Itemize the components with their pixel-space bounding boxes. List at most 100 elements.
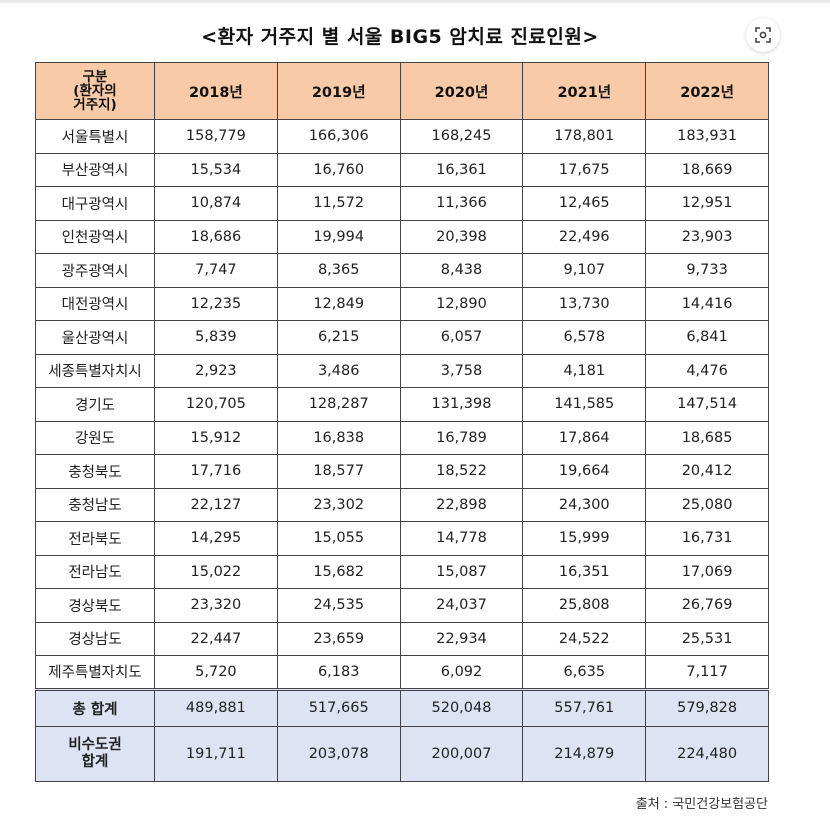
value-cell: 17,864 bbox=[522, 420, 647, 455]
region-cell: 경상남도 bbox=[35, 621, 155, 656]
value-cell: 26,769 bbox=[645, 588, 769, 623]
region-cell: 부산광역시 bbox=[35, 152, 155, 187]
table-row: 경상남도 22,447 23,659 22,934 24,522 25,531 bbox=[35, 621, 769, 656]
value-cell: 16,351 bbox=[522, 554, 647, 589]
value-cell: 489,881 bbox=[154, 687, 278, 727]
value-cell: 18,577 bbox=[276, 454, 401, 489]
value-cell: 200,007 bbox=[399, 725, 524, 782]
table-row: 대구광역시 10,874 11,572 11,366 12,465 12,951 bbox=[35, 186, 769, 221]
region-cell: 경상북도 bbox=[35, 588, 155, 623]
value-cell: 22,934 bbox=[399, 621, 524, 656]
region-cell: 서울특별시 bbox=[35, 119, 155, 154]
value-cell: 6,841 bbox=[645, 320, 769, 355]
value-cell: 14,778 bbox=[399, 521, 524, 556]
value-cell: 23,659 bbox=[276, 621, 401, 656]
value-cell: 24,037 bbox=[399, 588, 524, 623]
table-row: 충청남도 22,127 23,302 22,898 24,300 25,080 bbox=[35, 487, 769, 522]
region-cell: 제주특별자치도 bbox=[35, 655, 155, 690]
value-cell: 168,245 bbox=[399, 119, 524, 154]
region-cell: 총 합계 bbox=[35, 687, 155, 727]
nonmetro-total-row: 비수도권 합계 191,711 203,078 200,007 214,879 224,4… bbox=[35, 725, 769, 782]
value-cell: 25,808 bbox=[522, 588, 647, 623]
region-cell: 비수도권 합계 bbox=[35, 725, 155, 782]
header-year: 2021년 bbox=[522, 62, 647, 120]
value-cell: 16,838 bbox=[276, 420, 401, 455]
table-row: 광주광역시 7,747 8,365 8,438 9,107 9,733 bbox=[35, 253, 769, 288]
region-cell: 전라남도 bbox=[35, 554, 155, 589]
value-cell: 6,635 bbox=[522, 655, 647, 690]
value-cell: 14,416 bbox=[645, 286, 769, 321]
value-cell: 14,295 bbox=[154, 521, 278, 556]
value-cell: 183,931 bbox=[645, 119, 769, 154]
table-row: 강원도 15,912 16,838 16,789 17,864 18,685 bbox=[35, 420, 769, 455]
region-cell: 대전광역시 bbox=[35, 286, 155, 321]
header-year: 2018년 bbox=[154, 62, 278, 120]
table-body: 서울특별시 158,779 166,306 168,245 178,801 183,931… bbox=[35, 119, 769, 782]
value-cell: 15,534 bbox=[154, 152, 278, 187]
table-row: 제주특별자치도 5,720 6,183 6,092 6,635 7,117 bbox=[35, 655, 769, 690]
value-cell: 17,069 bbox=[645, 554, 769, 589]
value-cell: 3,486 bbox=[276, 353, 401, 388]
value-cell: 203,078 bbox=[276, 725, 401, 782]
region-cell: 대구광역시 bbox=[35, 186, 155, 221]
value-cell: 22,898 bbox=[399, 487, 524, 522]
patients-table: 구분 (환자의 거주지) 2018년 2019년 2020년 2021년 202… bbox=[35, 62, 769, 782]
header-category: 구분 (환자의 거주지) bbox=[35, 62, 155, 120]
table-row: 전라남도 15,022 15,682 15,087 16,351 17,069 bbox=[35, 554, 769, 589]
value-cell: 3,758 bbox=[399, 353, 524, 388]
header-row: 구분 (환자의 거주지) 2018년 2019년 2020년 2021년 202… bbox=[35, 62, 769, 120]
value-cell: 19,994 bbox=[276, 219, 401, 254]
value-cell: 5,720 bbox=[154, 655, 278, 690]
value-cell: 12,465 bbox=[522, 186, 647, 221]
value-cell: 147,514 bbox=[645, 387, 769, 422]
value-cell: 17,716 bbox=[154, 454, 278, 489]
value-cell: 178,801 bbox=[522, 119, 647, 154]
value-cell: 6,183 bbox=[276, 655, 401, 690]
value-cell: 4,476 bbox=[645, 353, 769, 388]
value-cell: 15,087 bbox=[399, 554, 524, 589]
value-cell: 12,951 bbox=[645, 186, 769, 221]
table-row: 서울특별시 158,779 166,306 168,245 178,801 183,931 bbox=[35, 119, 769, 154]
source-note: 출처 : 국민건강보험공단 bbox=[635, 797, 768, 812]
value-cell: 13,730 bbox=[522, 286, 647, 321]
lens-scan-icon bbox=[755, 27, 771, 43]
value-cell: 18,669 bbox=[645, 152, 769, 187]
table-row: 경기도 120,705 128,287 131,398 141,585 147,514 bbox=[35, 387, 769, 422]
value-cell: 22,496 bbox=[522, 219, 647, 254]
value-cell: 24,535 bbox=[276, 588, 401, 623]
lens-search-button[interactable] bbox=[746, 18, 780, 52]
value-cell: 6,578 bbox=[522, 320, 647, 355]
value-cell: 15,999 bbox=[522, 521, 647, 556]
header-year: 2022년 bbox=[645, 62, 769, 120]
value-cell: 128,287 bbox=[276, 387, 401, 422]
value-cell: 158,779 bbox=[154, 119, 278, 154]
table-row: 부산광역시 15,534 16,760 16,361 17,675 18,669 bbox=[35, 152, 769, 187]
region-cell: 전라북도 bbox=[35, 521, 155, 556]
region-cell: 강원도 bbox=[35, 420, 155, 455]
value-cell: 18,686 bbox=[154, 219, 278, 254]
value-cell: 6,092 bbox=[399, 655, 524, 690]
value-cell: 18,685 bbox=[645, 420, 769, 455]
value-cell: 15,022 bbox=[154, 554, 278, 589]
region-cell: 세종특별자치시 bbox=[35, 353, 155, 388]
header-year: 2020년 bbox=[399, 62, 524, 120]
table-row: 전라북도 14,295 15,055 14,778 15,999 16,731 bbox=[35, 521, 769, 556]
top-divider bbox=[0, 0, 830, 3]
table-row: 대전광역시 12,235 12,849 12,890 13,730 14,416 bbox=[35, 286, 769, 321]
value-cell: 8,438 bbox=[399, 253, 524, 288]
value-cell: 15,682 bbox=[276, 554, 401, 589]
value-cell: 4,181 bbox=[522, 353, 647, 388]
value-cell: 141,585 bbox=[522, 387, 647, 422]
value-cell: 12,849 bbox=[276, 286, 401, 321]
total-row: 총 합계 489,881 517,665 520,048 557,761 579,828 bbox=[35, 687, 769, 727]
value-cell: 23,320 bbox=[154, 588, 278, 623]
value-cell: 12,235 bbox=[154, 286, 278, 321]
value-cell: 15,055 bbox=[276, 521, 401, 556]
value-cell: 166,306 bbox=[276, 119, 401, 154]
value-cell: 25,531 bbox=[645, 621, 769, 656]
page-title: <환자 거주지 별 서울 BIG5 암치료 진료인원> bbox=[201, 26, 599, 48]
value-cell: 9,733 bbox=[645, 253, 769, 288]
value-cell: 11,572 bbox=[276, 186, 401, 221]
value-cell: 20,398 bbox=[399, 219, 524, 254]
value-cell: 2,923 bbox=[154, 353, 278, 388]
